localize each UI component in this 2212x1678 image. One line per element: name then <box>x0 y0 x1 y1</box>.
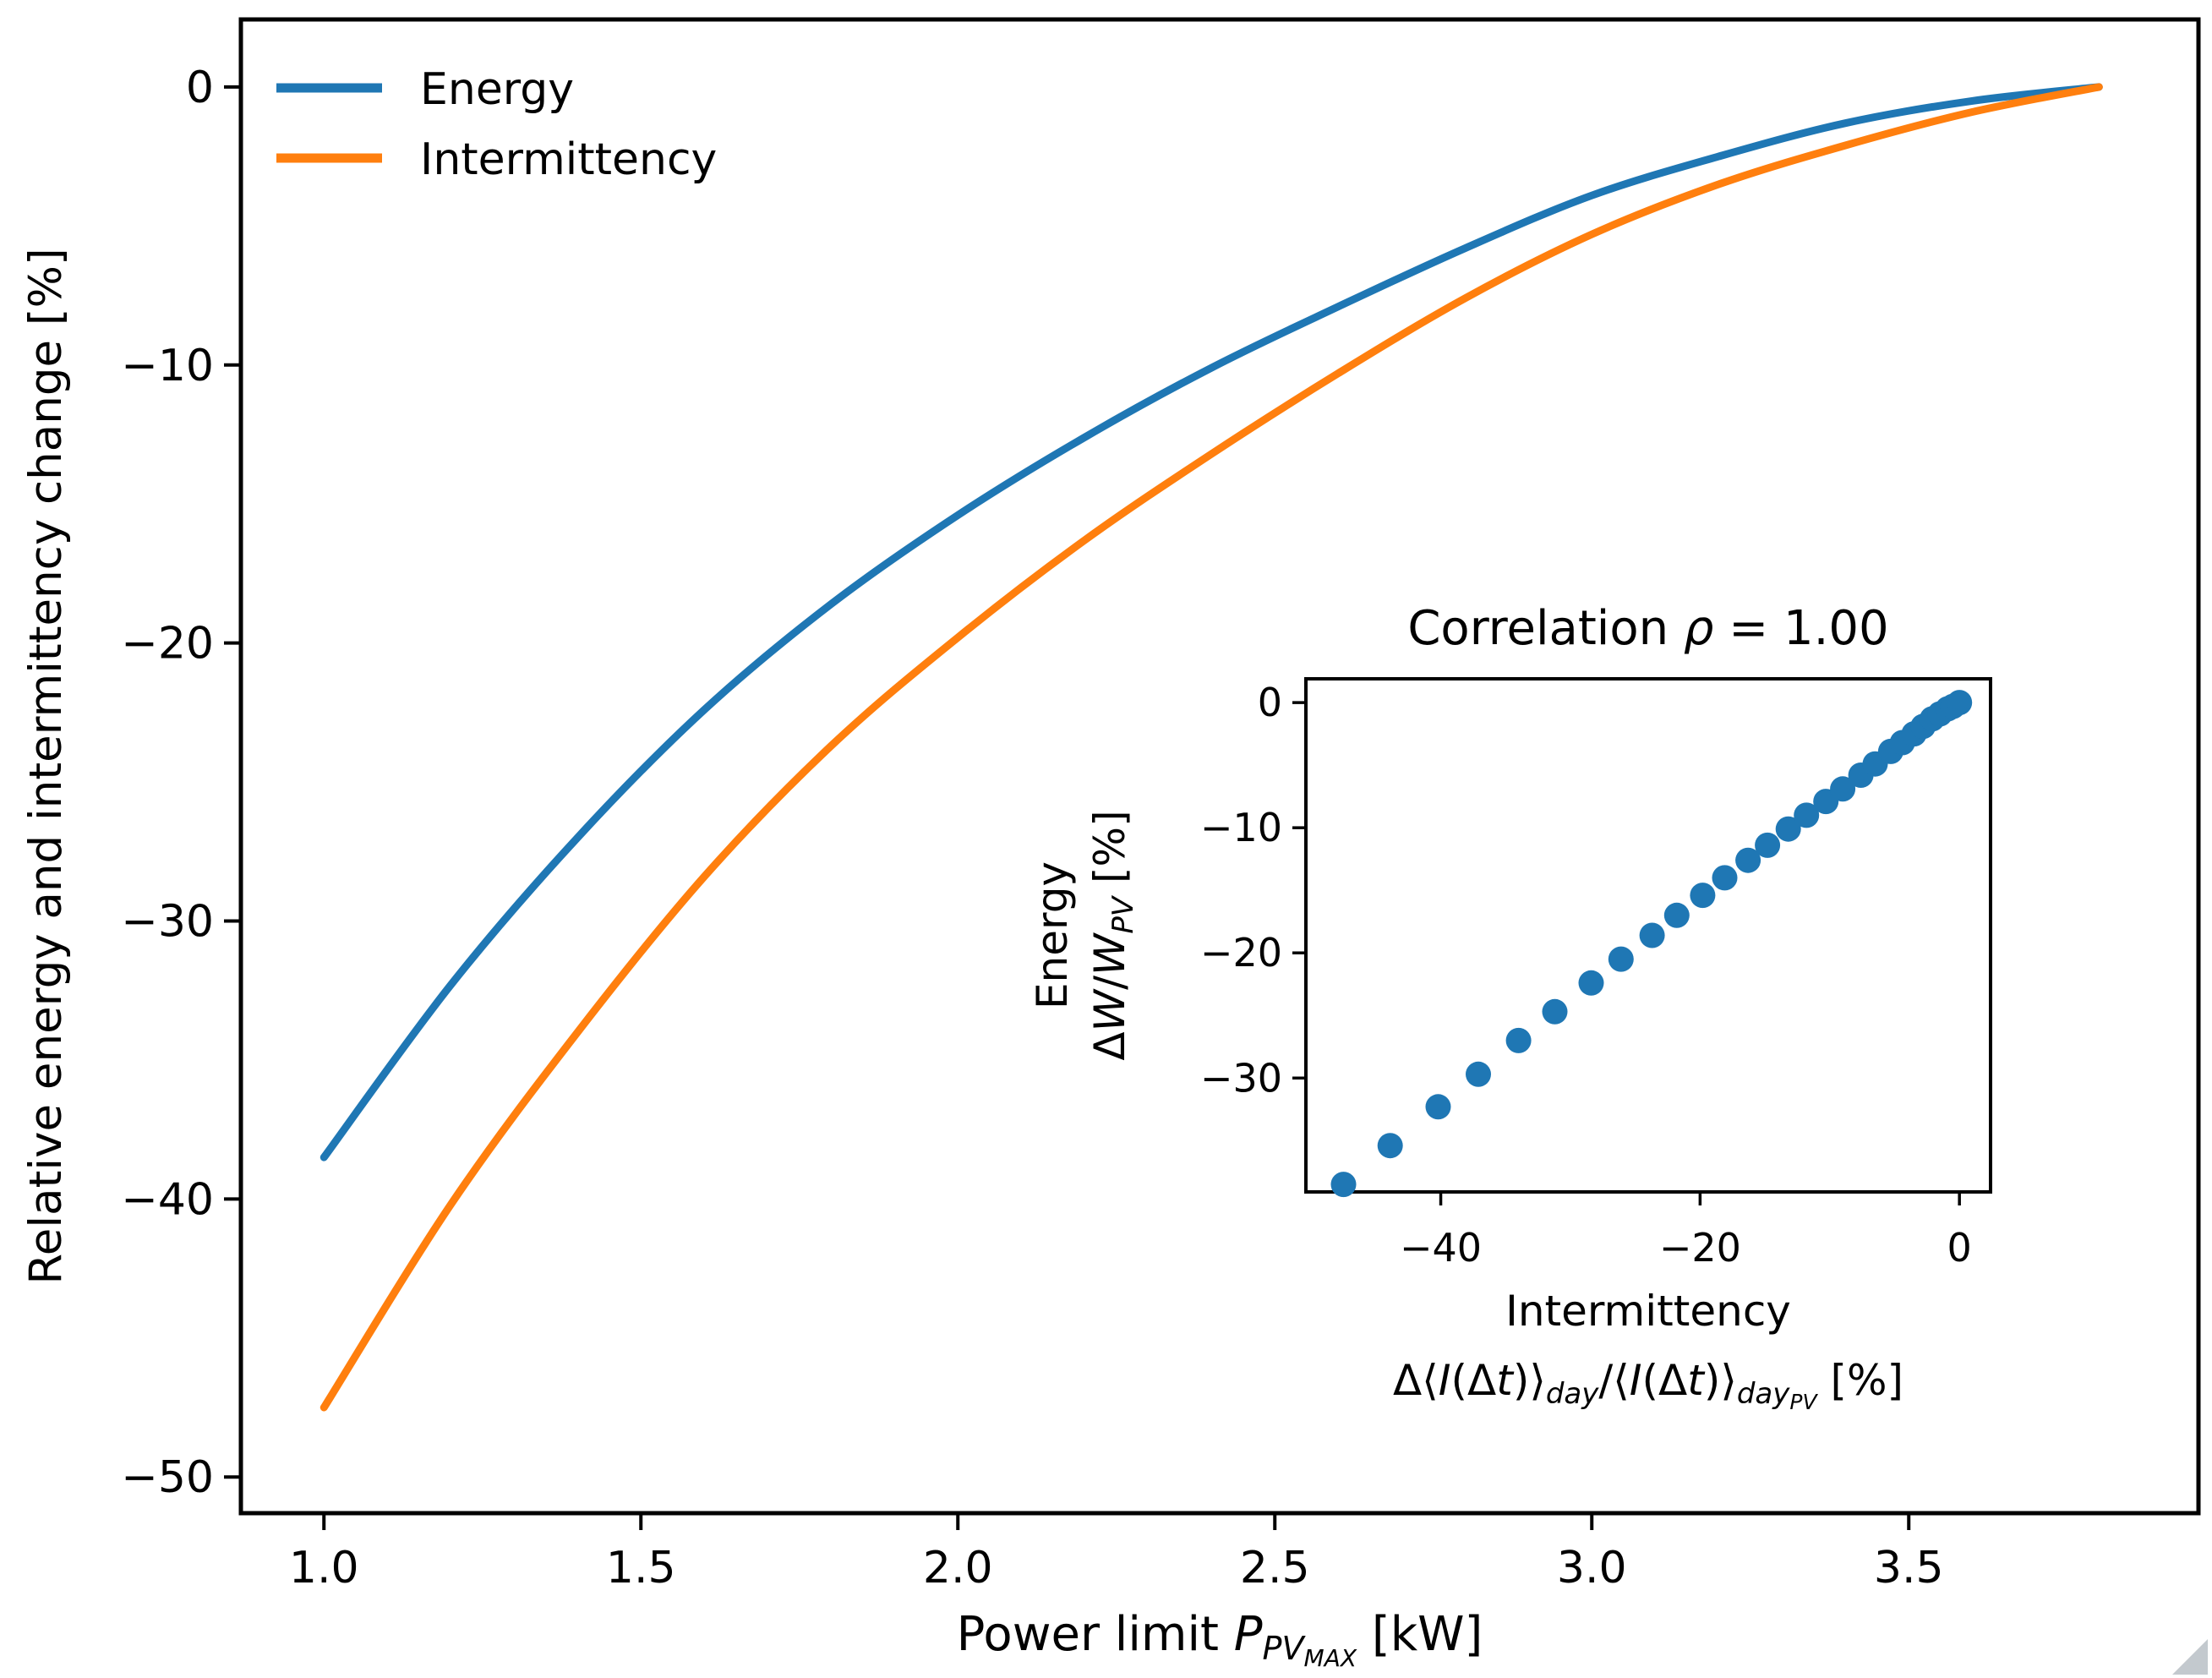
inset-y-tick-label: −20 <box>1200 930 1282 976</box>
legend-label-intermittency: Intermittency <box>420 134 717 185</box>
main-y-tick-label: −30 <box>121 897 214 948</box>
inset-scatter-point <box>1505 1027 1532 1053</box>
inset-scatter-point <box>1542 998 1568 1025</box>
main-y-tick-label: −40 <box>121 1174 214 1225</box>
inset-scatter-point <box>1690 883 1716 909</box>
inset-scatter-point <box>1608 946 1634 972</box>
inset-x-tick-label: −40 <box>1400 1225 1482 1271</box>
inset-scatter-point <box>1639 922 1665 948</box>
inset-scatter-point <box>1735 847 1761 873</box>
main-y-axis-label: Relative energy and intermittency change… <box>20 248 72 1284</box>
intermittency-curve <box>320 83 2103 1412</box>
legend-label-energy: Energy <box>420 64 574 115</box>
main-x-axis-label: Power limit PPVMAX [kW] <box>957 1607 1483 1672</box>
inset-x-axis-label-line2: Δ⟨I(Δt)⟩day/⟨I(Δt)⟩dayPV [%] <box>1393 1356 1903 1414</box>
main-y-tick-label: −20 <box>121 619 214 670</box>
inset-x-axis-label-line1: Intermittency <box>1505 1287 1791 1336</box>
main-x-tick-label: 3.0 <box>1557 1543 1627 1593</box>
inset-title: Correlation ρ = 1.00 <box>1407 601 1888 656</box>
main-x-tick-label: 3.5 <box>1874 1543 1944 1593</box>
corner-artifact <box>2172 1639 2208 1675</box>
main-y-tick-label: 0 <box>186 63 214 113</box>
inset-scatter-point <box>1830 776 1856 802</box>
main-x-tick-label: 2.5 <box>1240 1543 1310 1593</box>
main-axes-frame <box>238 17 2201 1516</box>
inset-x-tick-label: −20 <box>1659 1225 1741 1271</box>
inset-scatter-point <box>1377 1133 1403 1159</box>
inset-scatter-point <box>1425 1094 1451 1120</box>
inset-y-tick-label: −30 <box>1200 1055 1282 1101</box>
inset-plot: Correlation ρ = 1.00 −40 −20 0 0 −10 −20 −30 Int… <box>1028 601 1992 1414</box>
inset-scatter-point <box>1466 1061 1491 1087</box>
inset-x-tick-label: 0 <box>1947 1225 1972 1271</box>
inset-scatter-point <box>1794 802 1820 828</box>
legend: Energy Intermittency <box>276 64 717 185</box>
inset-scatter-point <box>1663 902 1690 928</box>
inset-y-axis-label-line1: Energy <box>1028 861 1077 1009</box>
inset-scatter-point <box>1775 816 1801 842</box>
inset-y-axis-label-line2: ΔW/WPV [%] <box>1085 810 1140 1060</box>
inset-axes-frame <box>1304 677 1992 1194</box>
main-y-tick-label: −50 <box>121 1452 214 1503</box>
inset-scatter-point <box>1330 1172 1357 1198</box>
energy-curve <box>320 83 2103 1161</box>
inset-scatter-point <box>1947 690 1973 716</box>
inset-y-tick-label: 0 <box>1258 680 1282 725</box>
inset-y-tick-label: −10 <box>1200 805 1282 850</box>
main-x-tick-label: 1.0 <box>289 1543 359 1593</box>
inset-scatter-point <box>1712 865 1738 891</box>
main-x-tick-label: 2.0 <box>923 1543 993 1593</box>
inset-scatter-point <box>1578 970 1604 996</box>
main-y-tick-label: −10 <box>121 341 214 391</box>
inset-scatter-point <box>1755 832 1781 858</box>
main-x-tick-label: 1.5 <box>606 1543 676 1593</box>
main-plot: 1.0 1.5 2.0 2.5 3.0 3.5 0 −10 −20 −30 −40 −50 Power … <box>20 17 2201 1672</box>
